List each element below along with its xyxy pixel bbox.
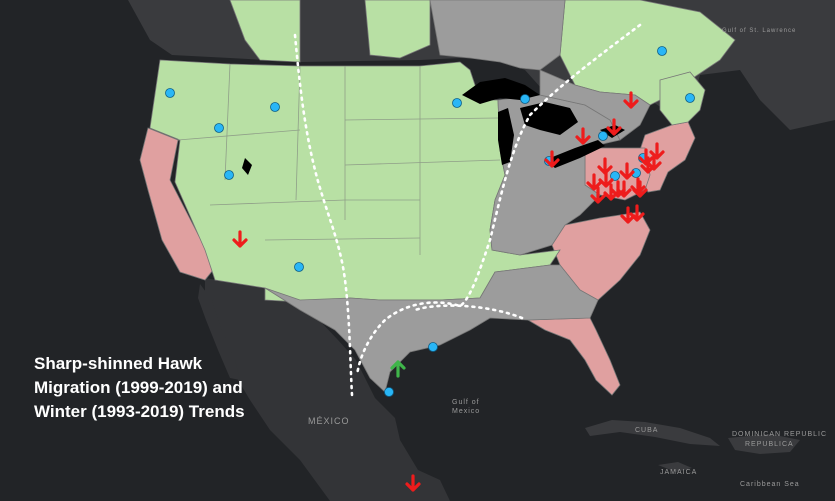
site-marker — [428, 342, 438, 352]
decline-arrow — [575, 127, 591, 145]
site-marker — [452, 98, 462, 108]
decline-arrow — [597, 157, 613, 175]
decline-arrow — [606, 118, 622, 136]
state-canada-grey — [429, 0, 566, 71]
title-line-3: Winter (1993-2019) Trends — [34, 402, 245, 421]
decline-arrow — [598, 170, 614, 188]
state-south-grey — [264, 264, 599, 393]
decline-arrow — [638, 148, 654, 166]
site-marker — [520, 94, 530, 104]
decline-arrow — [629, 204, 645, 222]
site-marker — [657, 46, 667, 56]
decline-arrow — [640, 156, 656, 174]
label-caribbean: Caribbean Sea — [740, 481, 800, 488]
state-ontario-grey — [539, 69, 651, 141]
decline-arrow — [590, 186, 606, 204]
label-jamaica: JAMAICA — [660, 469, 697, 476]
state-west-green — [149, 59, 561, 303]
trend-arrows — [232, 91, 665, 492]
decline-arrow — [232, 230, 248, 248]
label-dominican-1: DOMINICAN REPUBLIC — [732, 431, 827, 438]
state-florida-red — [526, 317, 621, 396]
increase-arrow — [390, 360, 406, 378]
label-mexico: MÉXICO — [308, 416, 350, 426]
label-dominican-2: REPUBLICA — [745, 441, 794, 448]
state-borders — [177, 63, 501, 255]
site-marker — [685, 93, 695, 103]
decline-arrow — [616, 180, 632, 198]
jamaica-land — [658, 462, 692, 472]
site-marker — [610, 171, 620, 181]
mexico-land — [205, 278, 450, 501]
cuba-land — [585, 420, 720, 446]
map-title: Sharp-shinned Hawk Migration (1999-2019)… — [34, 352, 294, 424]
site-marker — [384, 387, 394, 397]
decline-arrow — [544, 150, 560, 168]
title-line-2: Migration (1999-2019) and — [34, 378, 243, 397]
decline-arrow — [620, 206, 636, 224]
site-marker — [294, 262, 304, 272]
state-nw-green — [364, 0, 431, 59]
hispaniola-land — [728, 434, 800, 454]
baja-land — [198, 284, 240, 380]
label-gulf-1: Gulf of — [452, 399, 480, 406]
title-line-1: Sharp-shinned Hawk — [34, 354, 203, 373]
flyway-lines — [293, 23, 642, 397]
state-northeast-green — [659, 71, 706, 126]
site-marker — [270, 102, 280, 112]
site-marker — [214, 123, 224, 133]
state-bc-green — [229, 0, 301, 63]
site-marker — [598, 131, 608, 141]
decline-arrow — [623, 91, 639, 109]
decline-arrow — [586, 173, 602, 191]
decline-arrow — [405, 474, 421, 492]
decline-arrow — [603, 183, 619, 201]
state-california — [139, 127, 214, 281]
label-gulf-st-lawrence: Gulf of St. Lawrence — [722, 28, 796, 34]
decline-arrow — [632, 180, 648, 198]
site-marker — [224, 170, 234, 180]
label-cuba: CUBA — [635, 427, 658, 434]
site-marker — [165, 88, 175, 98]
decline-arrow — [619, 162, 635, 180]
label-gulf-2: Mexico — [452, 408, 480, 415]
